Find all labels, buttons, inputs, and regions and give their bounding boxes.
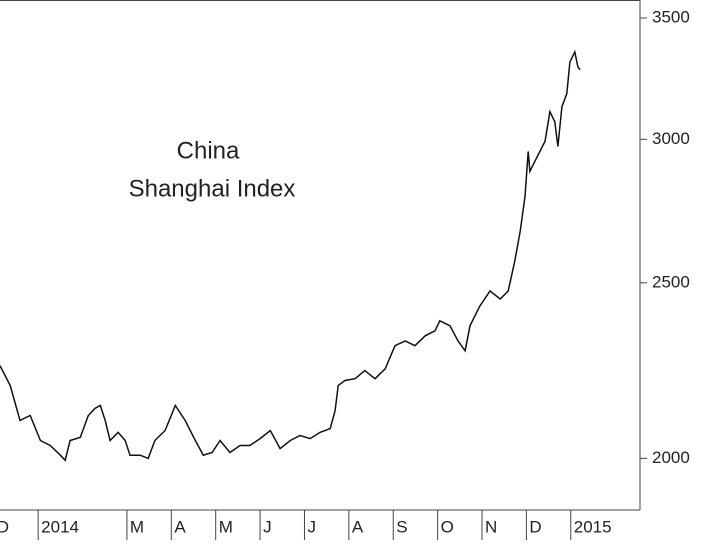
y-tick-label: 3500 [652, 7, 690, 26]
x-tick-label: A [352, 517, 364, 536]
x-tick-label: M [219, 517, 233, 536]
x-tick-label: 2015 [574, 517, 612, 536]
chart-title: Shanghai Index [129, 175, 296, 202]
x-tick-label: N [485, 517, 497, 536]
x-tick-label: A [174, 517, 186, 536]
x-tick-label: J [263, 517, 272, 536]
y-tick-label: 2000 [652, 448, 690, 467]
y-tick-label: 3000 [652, 129, 690, 148]
x-tick-label: 2014 [41, 517, 79, 536]
x-tick-label: D [529, 517, 541, 536]
x-tick-label: M [130, 517, 144, 536]
x-tick-label: O [441, 517, 454, 536]
line-series [0, 49, 581, 462]
chart-title: China [177, 137, 240, 164]
y-tick-label: 2500 [652, 272, 690, 291]
x-tick-label: D [0, 517, 9, 536]
x-tick-label: S [396, 517, 407, 536]
x-tick-label: J [307, 517, 316, 536]
